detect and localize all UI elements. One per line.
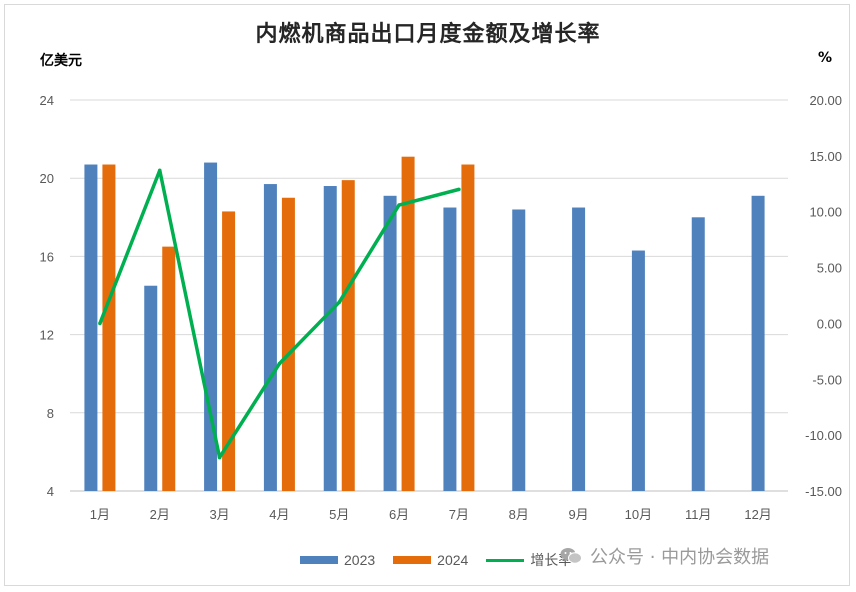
legend-label-2024: 2024 [437,552,469,568]
y-right-tick-label: -10.00 [805,428,842,443]
y-right-tick-label: 0.00 [817,316,842,331]
bar-2024 [401,156,415,491]
legend-swatch-growth [486,558,525,562]
legend-item-2023: 2023 [300,552,375,568]
watermark: 公众号 · 中内协会数据 [560,543,769,569]
growth-rate-point [337,300,342,305]
y-right-tick-label: 20.00 [809,93,842,108]
growth-rate-point [98,321,102,326]
x-tick-label: 11月 [685,507,712,522]
y-left-tick-label: 16 [40,249,54,264]
x-tick-label: 8月 [509,507,529,522]
bar-2023 [204,162,218,491]
left-axis-unit: 亿美元 [40,53,82,69]
bar-2023 [263,184,277,491]
bar-2023 [443,207,457,491]
right-axis-unit: % [818,50,833,66]
x-tick-label: 5月 [329,507,349,522]
bar-2024 [102,164,116,491]
chart-title: 内燃机商品出口月度金额及增长率 [255,22,601,47]
x-tick-label: 3月 [209,507,229,522]
bar-2024 [222,211,236,491]
bar-2024 [162,246,176,491]
bar-2023 [572,207,586,491]
bar-2023 [323,186,337,491]
x-tick-label: 2月 [150,507,170,522]
bar-2023 [144,285,158,491]
x-tick-label: 9月 [568,507,588,522]
x-tick-label: 12月 [744,507,771,522]
growth-rate-point [217,455,222,460]
bar-2024 [281,197,295,491]
legend-swatch-2023 [300,556,338,564]
bar-2023 [383,195,397,492]
bar-2023 [751,195,765,492]
bar-2023 [512,209,526,492]
bar-2024 [341,180,355,491]
x-tick-label: 10月 [625,507,652,522]
legend-label-2023: 2023 [344,552,376,568]
bar-2023 [691,217,705,492]
x-tick-label: 4月 [269,507,289,522]
y-right-tick-label: 15.00 [809,149,842,164]
legend-item-2024: 2024 [393,552,468,568]
x-tick-label: 6月 [389,507,409,522]
growth-rate-point [397,203,401,207]
y-right-tick-label: 5.00 [817,261,842,276]
growth-rate-point [457,187,461,192]
y-left-tick-label: 12 [40,328,54,343]
y-right-tick-label: 10.00 [809,205,842,220]
growth-rate-point [277,361,282,366]
wechat-icon [560,547,582,565]
y-right-tick-label: -5.00 [812,372,842,387]
bar-2024 [461,164,475,491]
y-left-tick-label: 4 [47,484,54,499]
x-tick-label: 7月 [449,507,469,522]
legend: 2023 2024 增长率 [300,550,590,570]
watermark-text: 公众号 · 中内协会数据 [590,547,770,568]
y-left-tick-label: 20 [40,171,54,186]
legend-swatch-2024 [393,556,432,564]
y-right-tick-label: -15.00 [805,484,842,499]
x-tick-label: 1月 [90,507,110,522]
bar-2023 [631,250,645,491]
y-left-tick-label: 24 [40,93,54,108]
y-left-tick-label: 8 [47,406,54,421]
bar-2023 [84,164,98,491]
growth-rate-point [157,168,162,173]
